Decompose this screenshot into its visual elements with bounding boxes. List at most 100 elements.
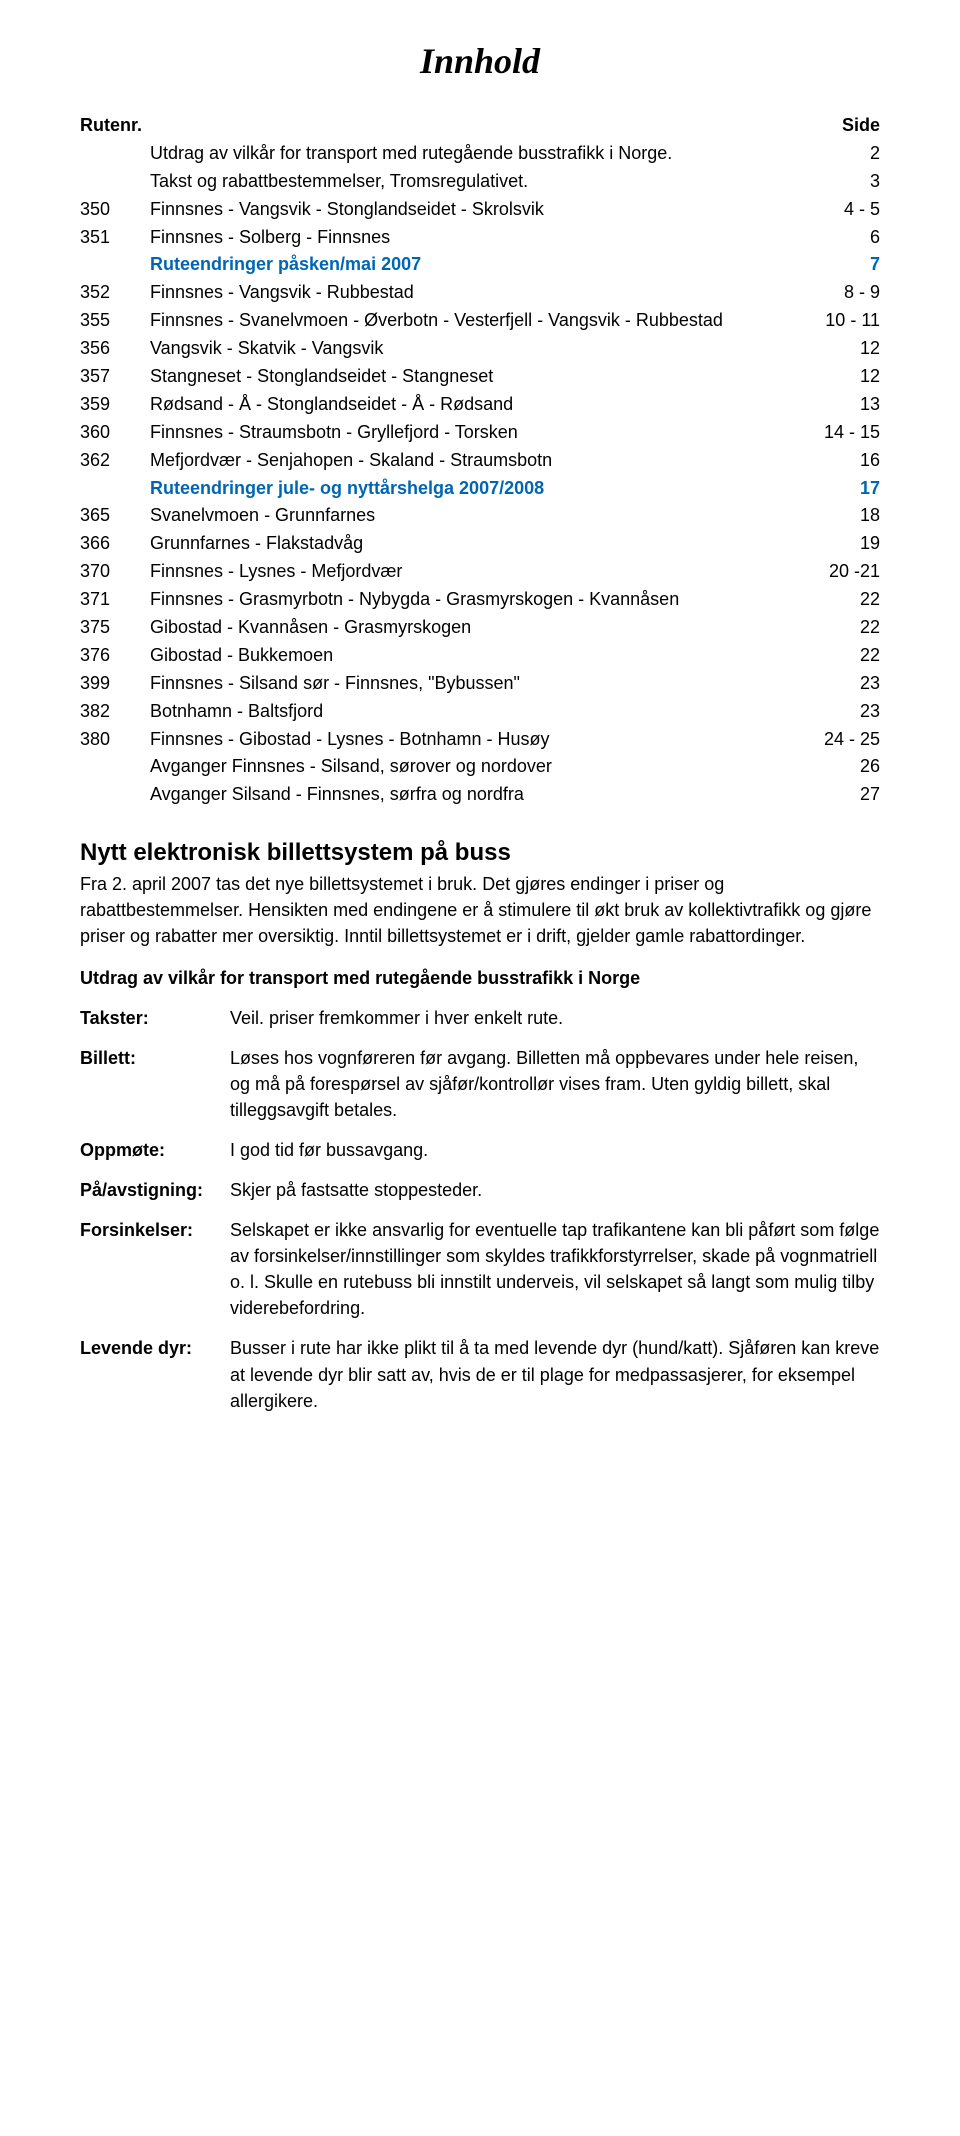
toc-desc: Finnsnes - Vangsvik - Stonglandseidet - … bbox=[150, 196, 790, 224]
definition-row: Forsinkelser:Selskapet er ikke ansvarlig… bbox=[80, 1217, 880, 1321]
toc-desc: Finnsnes - Vangsvik - Rubbestad bbox=[150, 279, 790, 307]
toc-page: 12 bbox=[790, 335, 880, 363]
toc-row: Ruteendringer påsken/mai 20077 bbox=[80, 251, 880, 279]
toc-page: 6 bbox=[790, 224, 880, 252]
toc-rutenr: 360 bbox=[80, 419, 150, 447]
toc-page: 22 bbox=[790, 586, 880, 614]
toc-desc: Finnsnes - Svanelvmoen - Øverbotn - Vest… bbox=[150, 307, 790, 335]
toc-page: 24 - 25 bbox=[790, 726, 880, 754]
toc-page: 8 - 9 bbox=[790, 279, 880, 307]
toc-desc: Svanelvmoen - Grunnfarnes bbox=[150, 502, 790, 530]
section-body: Fra 2. april 2007 tas det nye billettsys… bbox=[80, 871, 880, 949]
toc-row: Ruteendringer jule- og nyttårshelga 2007… bbox=[80, 475, 880, 503]
toc-rutenr: 356 bbox=[80, 335, 150, 363]
definition-row: Billett:Løses hos vognføreren før avgang… bbox=[80, 1045, 880, 1123]
definitions-list: Takster:Veil. priser fremkommer i hver e… bbox=[80, 1005, 880, 1414]
toc-row: 362Mefjordvær - Senjahopen - Skaland - S… bbox=[80, 447, 880, 475]
definition-row: Levende dyr:Busser i rute har ikke plikt… bbox=[80, 1335, 880, 1413]
toc-desc: Finnsnes - Grasmyrbotn - Nybygda - Grasm… bbox=[150, 586, 790, 614]
toc-row: 371Finnsnes - Grasmyrbotn - Nybygda - Gr… bbox=[80, 586, 880, 614]
toc-desc: Finnsnes - Solberg - Finnsnes bbox=[150, 224, 790, 252]
toc-rutenr: 371 bbox=[80, 586, 150, 614]
toc-row: 375Gibostad - Kvannåsen - Grasmyrskogen2… bbox=[80, 614, 880, 642]
toc-page: 22 bbox=[790, 642, 880, 670]
toc-header-page: Side bbox=[790, 112, 880, 140]
toc-page: 23 bbox=[790, 670, 880, 698]
toc-rutenr: 382 bbox=[80, 698, 150, 726]
definition-row: Takster:Veil. priser fremkommer i hver e… bbox=[80, 1005, 880, 1031]
toc-desc: Grunnfarnes - Flakstadvåg bbox=[150, 530, 790, 558]
toc-desc: Gibostad - Kvannåsen - Grasmyrskogen bbox=[150, 614, 790, 642]
page-title: Innhold bbox=[80, 40, 880, 82]
definition-term: Billett: bbox=[80, 1045, 230, 1071]
toc-desc: Utdrag av vilkår for transport med ruteg… bbox=[150, 140, 790, 168]
toc-page: 23 bbox=[790, 698, 880, 726]
toc-row: 399Finnsnes - Silsand sør - Finnsnes, "B… bbox=[80, 670, 880, 698]
toc-row: Utdrag av vilkår for transport med ruteg… bbox=[80, 140, 880, 168]
toc-page: 17 bbox=[790, 475, 880, 503]
toc-row: 352Finnsnes - Vangsvik - Rubbestad8 - 9 bbox=[80, 279, 880, 307]
toc-rutenr: 362 bbox=[80, 447, 150, 475]
definition-body: Skjer på fastsatte stoppesteder. bbox=[230, 1177, 880, 1203]
toc-desc: Gibostad - Bukkemoen bbox=[150, 642, 790, 670]
toc-desc: Ruteendringer jule- og nyttårshelga 2007… bbox=[150, 475, 790, 503]
definition-row: På/avstigning:Skjer på fastsatte stoppes… bbox=[80, 1177, 880, 1203]
toc-row: 382Botnhamn - Baltsfjord23 bbox=[80, 698, 880, 726]
toc-desc: Finnsnes - Straumsbotn - Gryllefjord - T… bbox=[150, 419, 790, 447]
toc-rutenr: 376 bbox=[80, 642, 150, 670]
toc-desc: Takst og rabattbestemmelser, Tromsregula… bbox=[150, 168, 790, 196]
toc-desc: Stangneset - Stonglandseidet - Stangnese… bbox=[150, 363, 790, 391]
toc-page: 20 -21 bbox=[790, 558, 880, 586]
toc-row: Avganger Finnsnes - Silsand, sørover og … bbox=[80, 753, 880, 781]
toc-row: 357Stangneset - Stonglandseidet - Stangn… bbox=[80, 363, 880, 391]
toc-row: 366Grunnfarnes - Flakstadvåg19 bbox=[80, 530, 880, 558]
toc-row: 380Finnsnes - Gibostad - Lysnes - Botnha… bbox=[80, 726, 880, 754]
toc-row: Takst og rabattbestemmelser, Tromsregula… bbox=[80, 168, 880, 196]
toc-row: 351Finnsnes - Solberg - Finnsnes6 bbox=[80, 224, 880, 252]
definition-body: I god tid før bussavgang. bbox=[230, 1137, 880, 1163]
toc-rutenr: 355 bbox=[80, 307, 150, 335]
toc: Rutenr. Side Utdrag av vilkår for transp… bbox=[80, 112, 880, 809]
toc-rutenr: 350 bbox=[80, 196, 150, 224]
toc-rutenr: 352 bbox=[80, 279, 150, 307]
definition-term: Oppmøte: bbox=[80, 1137, 230, 1163]
definition-body: Busser i rute har ikke plikt til å ta me… bbox=[230, 1335, 880, 1413]
toc-row: 350Finnsnes - Vangsvik - Stonglandseidet… bbox=[80, 196, 880, 224]
toc-row: 365Svanelvmoen - Grunnfarnes18 bbox=[80, 502, 880, 530]
toc-desc: Finnsnes - Lysnes - Mefjordvær bbox=[150, 558, 790, 586]
toc-page: 26 bbox=[790, 753, 880, 781]
toc-page: 10 - 11 bbox=[790, 307, 880, 335]
definition-row: Oppmøte:I god tid før bussavgang. bbox=[80, 1137, 880, 1163]
toc-page: 16 bbox=[790, 447, 880, 475]
toc-header-rutenr: Rutenr. bbox=[80, 112, 150, 140]
sub-heading: Utdrag av vilkår for transport med ruteg… bbox=[80, 968, 880, 989]
definition-term: Forsinkelser: bbox=[80, 1217, 230, 1243]
toc-rutenr: 365 bbox=[80, 502, 150, 530]
toc-desc: Finnsnes - Silsand sør - Finnsnes, "Bybu… bbox=[150, 670, 790, 698]
toc-desc: Ruteendringer påsken/mai 2007 bbox=[150, 251, 790, 279]
definition-body: Veil. priser fremkommer i hver enkelt ru… bbox=[230, 1005, 880, 1031]
toc-rutenr: 366 bbox=[80, 530, 150, 558]
toc-row: 376Gibostad - Bukkemoen22 bbox=[80, 642, 880, 670]
toc-page: 14 - 15 bbox=[790, 419, 880, 447]
toc-page: 27 bbox=[790, 781, 880, 809]
definition-body: Selskapet er ikke ansvarlig for eventuel… bbox=[230, 1217, 880, 1321]
toc-desc: Avganger Silsand - Finnsnes, sørfra og n… bbox=[150, 781, 790, 809]
toc-rutenr: 375 bbox=[80, 614, 150, 642]
toc-row: 359Rødsand - Å - Stonglandseidet - Å - R… bbox=[80, 391, 880, 419]
toc-desc: Botnhamn - Baltsfjord bbox=[150, 698, 790, 726]
toc-page: 3 bbox=[790, 168, 880, 196]
toc-body: Utdrag av vilkår for transport med ruteg… bbox=[80, 140, 880, 809]
toc-row: 355Finnsnes - Svanelvmoen - Øverbotn - V… bbox=[80, 307, 880, 335]
toc-page: 4 - 5 bbox=[790, 196, 880, 224]
toc-rutenr: 370 bbox=[80, 558, 150, 586]
toc-page: 2 bbox=[790, 140, 880, 168]
definition-body: Løses hos vognføreren før avgang. Billet… bbox=[230, 1045, 880, 1123]
toc-page: 13 bbox=[790, 391, 880, 419]
definition-term: Levende dyr: bbox=[80, 1335, 230, 1361]
toc-page: 7 bbox=[790, 251, 880, 279]
toc-desc: Vangsvik - Skatvik - Vangsvik bbox=[150, 335, 790, 363]
toc-row: Avganger Silsand - Finnsnes, sørfra og n… bbox=[80, 781, 880, 809]
toc-page: 19 bbox=[790, 530, 880, 558]
toc-row: 370Finnsnes - Lysnes - Mefjordvær20 -21 bbox=[80, 558, 880, 586]
